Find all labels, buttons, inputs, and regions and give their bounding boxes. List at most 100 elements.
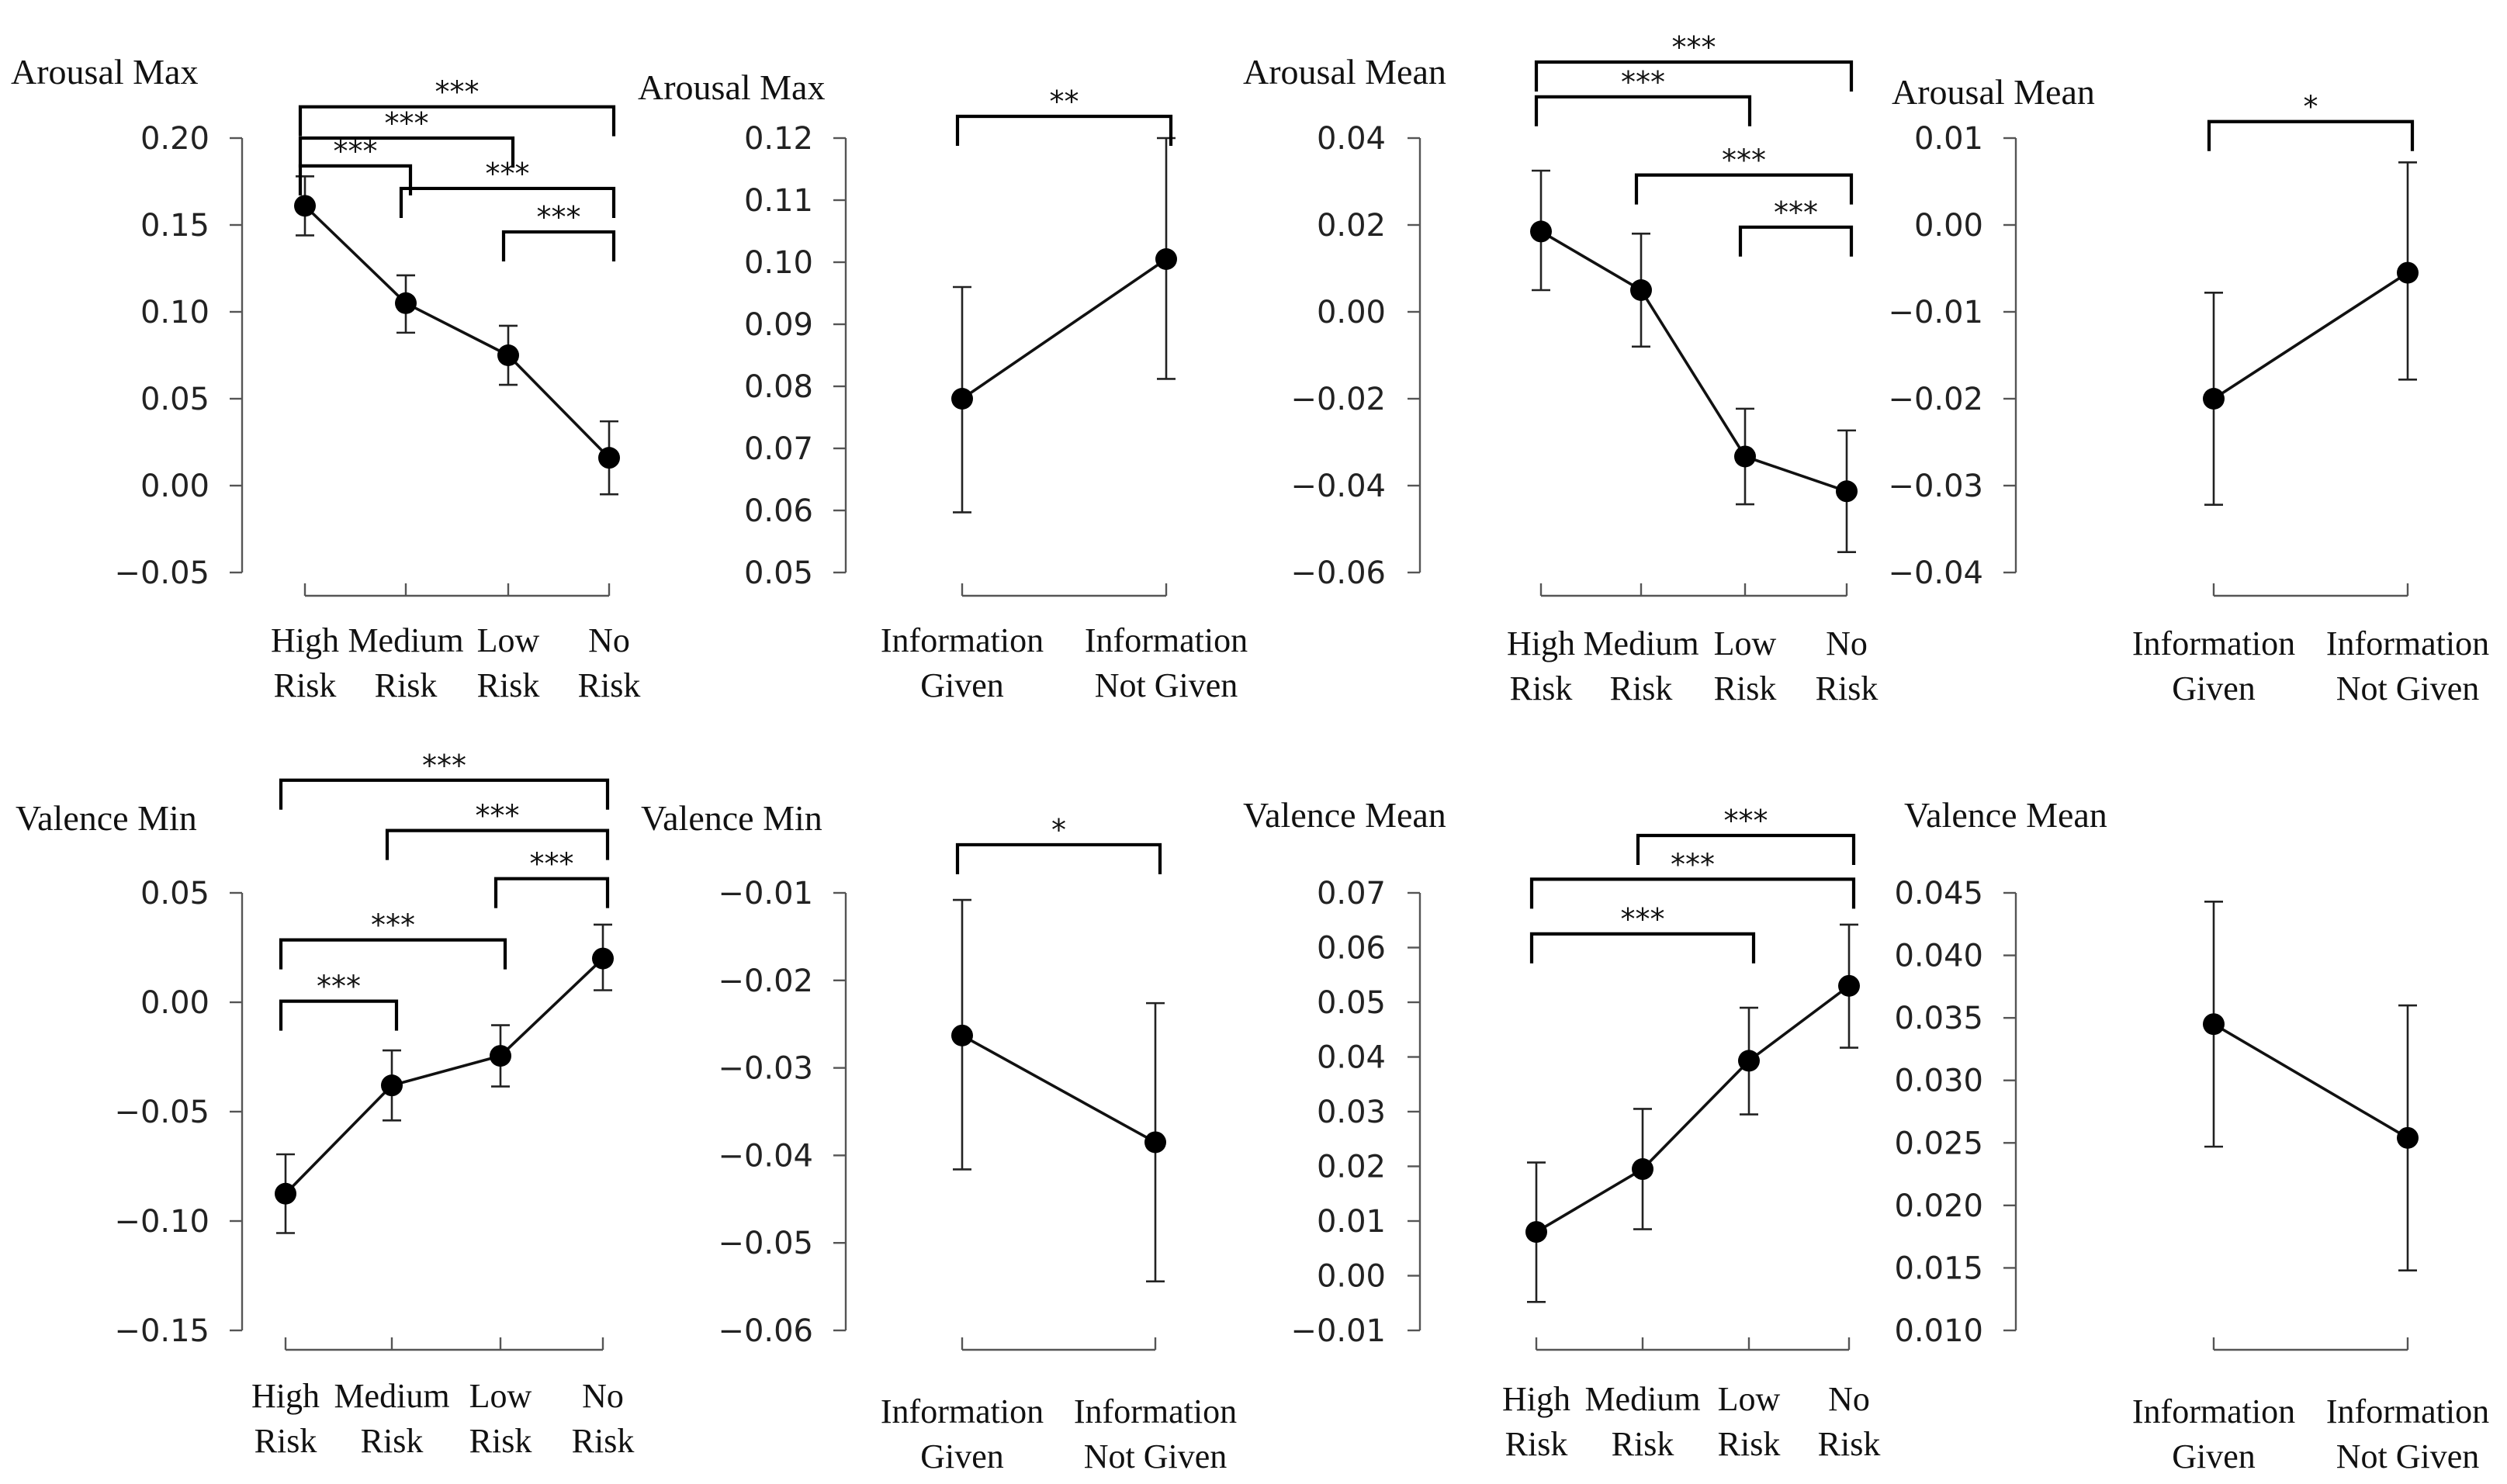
- significance-bracket: [1534, 60, 1854, 92]
- x-tick-label: Medium: [348, 621, 463, 659]
- x-tick-label: Given: [2172, 1437, 2256, 1475]
- significance-label: ***: [476, 799, 520, 833]
- chart-title: Arousal Max: [638, 67, 825, 107]
- chart-panel-2: Arousal Max 0.12 0.11 0.10 0.09 0.08 0.07 0.06 0…: [638, 67, 1248, 704]
- significance-bracket: [385, 828, 610, 860]
- significance-bracket: [1529, 932, 1756, 963]
- chart-panel-3: Arousal Mean 0.04 0.02 0.00 −0.02 −0.04 −0.06 H…: [1243, 30, 1878, 707]
- x-tick-label: Not Given: [1084, 1437, 1228, 1475]
- x-tick-label: Risk: [361, 1422, 424, 1460]
- y-tick-label: −0.04: [718, 1138, 813, 1174]
- data-point: [2397, 261, 2419, 284]
- series-line: [1536, 984, 1851, 1233]
- significance-bracket: [279, 778, 610, 810]
- y-tick-label: −0.05: [114, 1095, 209, 1130]
- y-tick-label: −0.03: [1888, 469, 1983, 504]
- y-tick-label: 0.04: [1317, 121, 1386, 157]
- chart-title: Arousal Mean: [1243, 52, 1446, 92]
- significance-label: ***: [385, 106, 429, 140]
- y-tick-label: 0.015: [1894, 1251, 1983, 1286]
- y-tick-label: 0.00: [1317, 295, 1386, 330]
- x-tick-label: Information: [2132, 1392, 2295, 1430]
- data-point: [2397, 1126, 2419, 1149]
- significance-bracket: [298, 164, 413, 195]
- y-tick-label: −0.03: [718, 1051, 813, 1087]
- y-tick-label: −0.02: [718, 963, 813, 999]
- significance-label: ***: [1724, 804, 1768, 838]
- x-tick-label: Not Given: [2336, 669, 2480, 707]
- data-point: [275, 1182, 296, 1205]
- y-tick-label: −0.05: [718, 1226, 813, 1261]
- x-tick-label: Risk: [477, 666, 540, 704]
- x-tick-label: Risk: [572, 1422, 635, 1460]
- series-line: [284, 957, 604, 1195]
- x-tick-label: Low: [1714, 624, 1777, 662]
- x-tick-label: Risk: [1818, 1425, 1881, 1463]
- data-point: [2203, 388, 2225, 410]
- y-tick-label: 0.01: [1914, 121, 1983, 157]
- y-tick-label: −0.02: [1888, 382, 1983, 417]
- significance-bracket: [1636, 833, 1856, 865]
- x-tick-label: Medium: [1583, 624, 1698, 662]
- x-tick-label: Risk: [1612, 1425, 1674, 1463]
- y-tick-label: −0.04: [1888, 555, 1983, 591]
- y-tick-label: 0.03: [1317, 1095, 1386, 1130]
- x-tick-label: High: [1507, 624, 1575, 662]
- x-tick-label: High: [1502, 1380, 1570, 1418]
- y-tick-label: 0.040: [1894, 939, 1983, 974]
- significance-bracket: [501, 230, 616, 261]
- x-tick-label: Risk: [578, 666, 641, 704]
- data-point: [497, 344, 519, 366]
- y-tick-label: 0.045: [1894, 876, 1983, 912]
- y-tick-label: 0.02: [1317, 208, 1386, 244]
- y-tick-label: −0.06: [718, 1313, 813, 1349]
- data-point: [951, 1024, 973, 1046]
- significance-label: ***: [371, 908, 415, 943]
- data-point: [395, 292, 417, 314]
- x-tick-label: High: [271, 621, 339, 659]
- y-tick-label: 0.02: [1317, 1150, 1386, 1185]
- data-point: [598, 447, 620, 469]
- y-tick-label: 0.11: [744, 183, 813, 219]
- x-tick-label: Low: [477, 621, 540, 659]
- significance-label: ***: [1671, 847, 1715, 881]
- data-point: [1630, 279, 1652, 301]
- x-tick-label: Not Given: [2336, 1437, 2480, 1475]
- chart-title: Valence Mean: [1243, 795, 1446, 835]
- data-point: [1838, 974, 1860, 997]
- x-tick-label: Low: [1718, 1380, 1781, 1418]
- x-tick-label: Given: [920, 666, 1004, 704]
- x-tick-label: Information: [881, 621, 1044, 659]
- significance-label: **: [1050, 85, 1079, 119]
- chart-panel-1: Arousal Max 0.20 0.15 0.10 0.05 0.00 −0.05 High…: [11, 52, 640, 704]
- significance-label: ***: [530, 847, 574, 881]
- y-tick-label: 0.06: [1317, 931, 1386, 967]
- y-tick-label: 0.15: [140, 208, 209, 244]
- data-point: [2203, 1013, 2225, 1036]
- x-tick-label: No: [588, 621, 630, 659]
- x-tick-label: Not Given: [1095, 666, 1238, 704]
- y-tick-label: −0.10: [114, 1204, 209, 1240]
- x-tick-label: Risk: [1718, 1425, 1781, 1463]
- series-line: [961, 258, 1168, 400]
- significance-bracket: [2207, 119, 2415, 151]
- significance-bracket: [279, 999, 399, 1031]
- chart-panel-5: Valence Min 0.05 0.00 −0.05 −0.10 −0.15 High Ri…: [16, 749, 634, 1460]
- series-line: [2213, 272, 2408, 400]
- y-tick-label: 0.05: [140, 876, 209, 912]
- x-tick-label: Risk: [1714, 669, 1777, 707]
- data-point: [592, 947, 614, 970]
- series-line: [2213, 1022, 2408, 1140]
- significance-bracket: [298, 136, 515, 168]
- data-point: [1836, 480, 1858, 503]
- y-tick-label: 0.10: [744, 245, 813, 281]
- x-tick-label: Information: [1085, 621, 1248, 659]
- data-point: [294, 195, 316, 217]
- chart-title: Arousal Max: [11, 52, 198, 92]
- x-tick-label: Medium: [334, 1377, 449, 1415]
- significance-label: *: [2304, 90, 2318, 124]
- x-tick-label: Risk: [375, 666, 438, 704]
- y-tick-label: 0.05: [1317, 985, 1386, 1021]
- significance-label: ***: [1774, 195, 1818, 230]
